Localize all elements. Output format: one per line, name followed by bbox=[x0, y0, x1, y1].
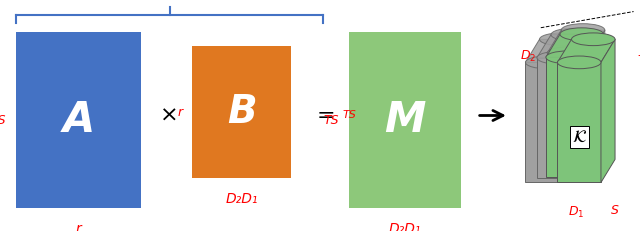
Bar bbox=[557, 62, 601, 182]
Polygon shape bbox=[537, 35, 595, 58]
Text: D₂D₁: D₂D₁ bbox=[225, 192, 258, 206]
Text: $T$: $T$ bbox=[637, 54, 640, 67]
Text: $D_1$: $D_1$ bbox=[568, 204, 584, 219]
Bar bbox=[525, 62, 569, 182]
Polygon shape bbox=[569, 39, 583, 182]
Ellipse shape bbox=[560, 28, 604, 41]
Text: B: B bbox=[227, 93, 257, 131]
Polygon shape bbox=[580, 35, 595, 178]
Bar bbox=[349, 32, 461, 208]
Ellipse shape bbox=[537, 52, 580, 64]
Bar bbox=[547, 53, 591, 173]
Text: r: r bbox=[76, 222, 81, 231]
Ellipse shape bbox=[546, 51, 589, 64]
Polygon shape bbox=[557, 39, 615, 62]
Ellipse shape bbox=[557, 56, 601, 69]
Text: D₂D₁: D₂D₁ bbox=[388, 222, 421, 231]
Text: TS: TS bbox=[0, 114, 6, 127]
Bar bbox=[546, 57, 589, 177]
Ellipse shape bbox=[572, 33, 615, 46]
Text: A: A bbox=[62, 99, 95, 141]
Text: $S$: $S$ bbox=[610, 204, 619, 217]
Ellipse shape bbox=[561, 24, 605, 36]
Text: ×: × bbox=[160, 106, 179, 125]
Text: Trainable Parameters: Trainable Parameters bbox=[82, 0, 258, 2]
Text: TS: TS bbox=[342, 110, 356, 121]
Ellipse shape bbox=[540, 33, 583, 46]
Ellipse shape bbox=[525, 56, 569, 69]
Text: $\mathcal{K}$: $\mathcal{K}$ bbox=[572, 128, 587, 146]
Bar bbox=[537, 58, 580, 178]
Text: TS: TS bbox=[324, 114, 339, 127]
Ellipse shape bbox=[551, 28, 595, 41]
Text: $D_2$: $D_2$ bbox=[520, 49, 536, 64]
Bar bbox=[16, 32, 141, 208]
Polygon shape bbox=[589, 34, 604, 177]
Polygon shape bbox=[546, 34, 604, 57]
Text: r: r bbox=[177, 106, 182, 119]
Text: =: = bbox=[317, 106, 336, 125]
Polygon shape bbox=[591, 30, 605, 173]
Bar bbox=[192, 46, 291, 178]
Polygon shape bbox=[601, 39, 615, 182]
Text: M: M bbox=[384, 99, 426, 141]
Polygon shape bbox=[525, 39, 583, 62]
Polygon shape bbox=[547, 30, 605, 53]
Ellipse shape bbox=[547, 47, 591, 59]
